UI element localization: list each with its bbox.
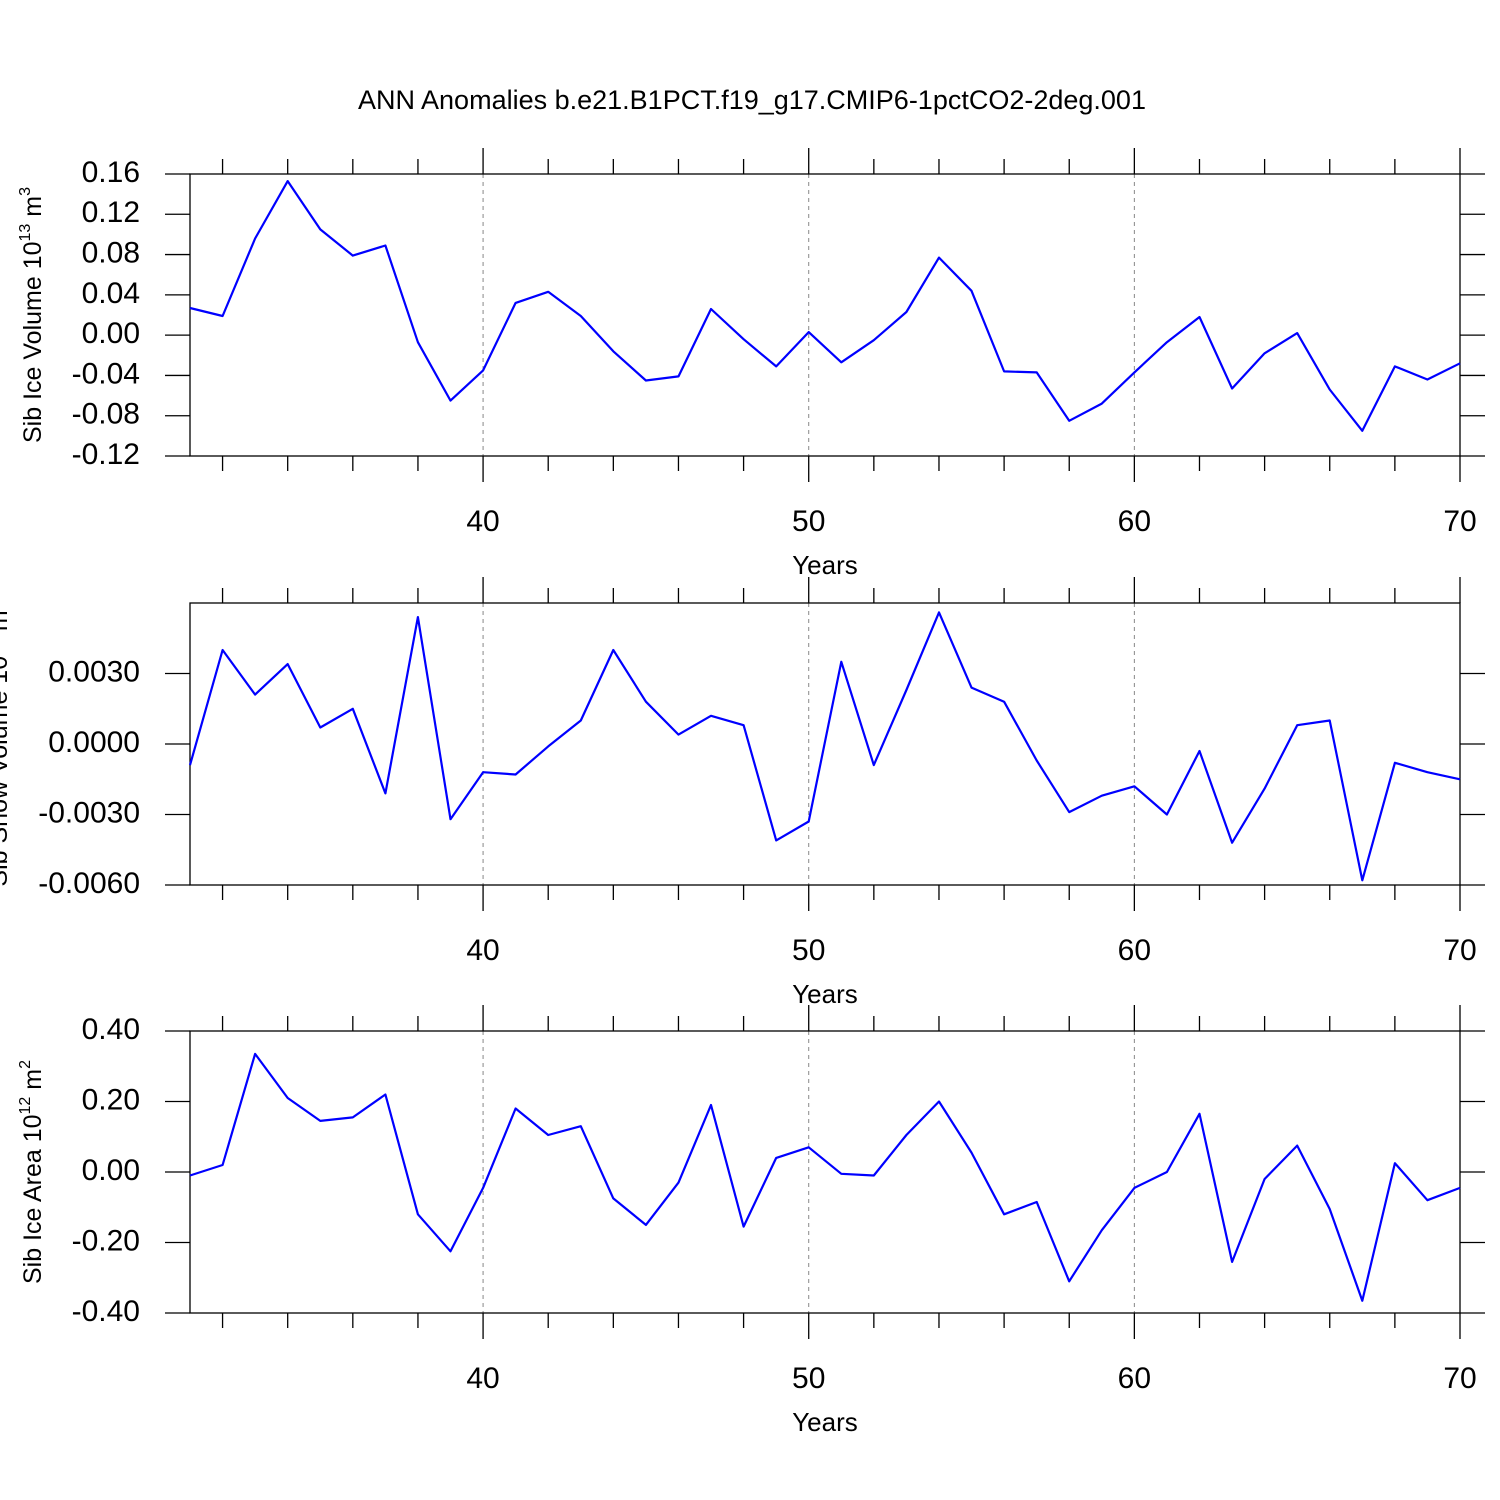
x-tick-label: 50 [792, 934, 825, 967]
y-axis-label-part: 13 [17, 224, 34, 242]
x-axis-label: Years [792, 979, 858, 1009]
y-tick-label: 0.0030 [48, 655, 140, 688]
panel: 40 50 60 70 -0.12 -0.08 -0.04 0.00 0.04 0.08 0.12 0… [17, 148, 1485, 580]
y-axis-label-part: Sib Snow Volume 10 [0, 656, 13, 887]
x-tick-label: 40 [466, 1362, 499, 1395]
y-tick-label: 0.0000 [48, 726, 140, 759]
data-line [189, 1052, 1461, 1302]
x-tick-label: 70 [1443, 934, 1476, 967]
y-tick-label: 0.40 [82, 1013, 140, 1046]
y-tick-label: 0.00 [82, 1154, 140, 1187]
y-tick-label: 0.12 [82, 196, 140, 229]
figure-title: ANN Anomalies b.e21.B1PCT.f19_g17.CMIP6-… [358, 85, 1146, 115]
data-line [189, 180, 1461, 432]
panel: 40 50 60 70 -0.40 -0.20 0.00 0.20 0.40 Years Sib I… [17, 1005, 1485, 1437]
y-tick-label: -0.04 [72, 357, 140, 390]
plot-frame [189, 602, 1461, 886]
x-tick-label: 60 [1118, 934, 1151, 967]
x-axis-label: Years [792, 550, 858, 580]
y-axis-label: Sib Snow Volume 1013 m3 [0, 601, 13, 886]
x-tick-label: 70 [1443, 505, 1476, 538]
x-axis-label: Years [792, 1407, 858, 1437]
x-tick-label: 50 [792, 1362, 825, 1395]
y-axis-label-part: m [0, 610, 13, 638]
plot-frame [189, 173, 1461, 457]
y-axis-label-part: 2 [17, 1060, 34, 1069]
y-tick-label: 0.00 [82, 317, 140, 350]
x-tick-label: 60 [1118, 505, 1151, 538]
y-tick-label: -0.40 [72, 1295, 140, 1328]
y-tick-label: 0.08 [82, 236, 140, 269]
y-tick-label: -0.08 [72, 398, 140, 431]
data-line [188, 611, 1461, 882]
x-tick-label: 60 [1118, 1362, 1151, 1395]
y-tick-label: -0.0060 [38, 867, 140, 900]
x-tick-label: 50 [792, 505, 825, 538]
y-tick-label: -0.20 [72, 1224, 140, 1257]
y-axis-label: Sib Ice Area 1012 m2 [17, 1060, 47, 1284]
y-axis-label-part: Sib Ice Volume 10 [19, 241, 47, 443]
x-tick-label: 40 [466, 505, 499, 538]
y-axis-label-part: 3 [17, 187, 34, 196]
y-tick-label: -0.0030 [38, 796, 140, 829]
x-tick-label: 40 [466, 934, 499, 967]
y-axis-label-part: m [19, 196, 47, 224]
y-axis-label-part: m [19, 1069, 47, 1097]
y-tick-label: 0.16 [82, 156, 140, 189]
y-tick-label: -0.12 [72, 438, 140, 471]
y-axis-label-part: Sib Ice Area 10 [19, 1114, 47, 1284]
y-tick-label: 0.04 [82, 277, 140, 310]
y-tick-label: 0.20 [82, 1083, 140, 1116]
panel: 40 50 60 70 -0.0060 -0.0030 0.0000 0.0030 Years S… [0, 577, 1485, 1009]
y-axis-label-part: 12 [17, 1097, 34, 1115]
plot-frame [189, 1030, 1461, 1314]
y-axis-label: Sib Ice Volume 1013 m3 [17, 187, 47, 443]
x-tick-label: 70 [1443, 1362, 1476, 1395]
